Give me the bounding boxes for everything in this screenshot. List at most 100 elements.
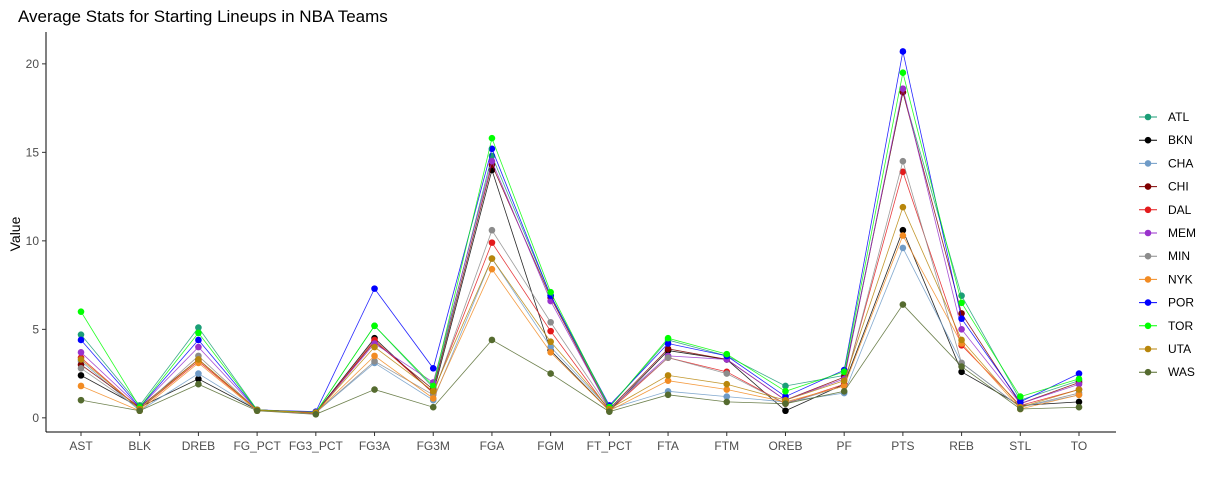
data-point [723, 370, 731, 377]
data-point [77, 349, 85, 356]
data-point [488, 145, 496, 153]
data-point [195, 329, 202, 337]
y-axis-title: Value [7, 216, 23, 251]
data-point [664, 340, 672, 347]
legend-label: CHI [1168, 180, 1189, 194]
data-point [840, 382, 848, 390]
data-point [958, 315, 965, 323]
data-point [782, 387, 789, 395]
data-point [606, 408, 613, 415]
data-point [782, 382, 789, 390]
series-line [80, 234, 1080, 413]
data-point [899, 226, 907, 234]
legend-marker [1144, 299, 1152, 306]
data-point [782, 407, 789, 415]
data-point [547, 338, 554, 346]
data-point [77, 356, 85, 363]
series-atl [77, 88, 1083, 416]
legend-marker [1144, 322, 1152, 330]
x-tick-label: FTM [714, 439, 739, 453]
data-point [371, 352, 378, 360]
series-tor [77, 69, 1083, 416]
data-point [1016, 398, 1024, 406]
legend-item-min: MIN [1139, 249, 1190, 263]
data-point [1075, 398, 1083, 406]
data-point [723, 386, 731, 393]
data-point [664, 372, 672, 379]
legend-marker [1144, 229, 1152, 237]
data-point [1075, 391, 1083, 399]
data-point [899, 203, 907, 211]
legend-marker [1144, 206, 1152, 214]
series-line [80, 246, 1080, 413]
data-point [77, 336, 85, 344]
data-point [77, 331, 85, 338]
legend-item-uta: UTA [1139, 342, 1191, 356]
data-point [371, 322, 378, 330]
data-point [723, 398, 731, 406]
legend-marker [1144, 113, 1152, 121]
x-tick-label: REB [949, 439, 974, 453]
data-point [664, 377, 672, 384]
data-point [899, 244, 907, 252]
series-layer [77, 48, 1083, 418]
data-point [958, 363, 965, 370]
data-point [136, 407, 144, 415]
data-point [782, 400, 789, 407]
x-tick-label: DREB [182, 439, 215, 453]
data-point [1016, 393, 1024, 400]
data-point [312, 411, 320, 418]
data-point [195, 336, 202, 344]
data-point [899, 85, 907, 92]
legend-item-atl: ATL [1139, 110, 1189, 124]
data-point [1075, 386, 1083, 393]
data-point [371, 357, 378, 365]
series-line [80, 92, 1080, 413]
data-point [195, 324, 202, 331]
data-point [723, 393, 731, 400]
legend-label: CHA [1168, 156, 1193, 170]
data-point [899, 157, 907, 165]
data-point [899, 69, 907, 77]
data-point [664, 345, 672, 353]
data-point [547, 288, 554, 296]
legend-item-cha: CHA [1139, 156, 1193, 170]
series-cha [77, 244, 1083, 416]
x-tick-label: FT_PCT [587, 439, 633, 453]
legend-marker [1144, 345, 1152, 353]
series-line [80, 168, 1080, 413]
legend-marker [1144, 160, 1152, 167]
legend-label: TOR [1168, 319, 1193, 333]
data-point [958, 336, 965, 344]
data-point [1075, 375, 1083, 383]
data-point [77, 396, 85, 404]
data-point [371, 285, 378, 292]
data-point [429, 395, 437, 402]
x-tick-label: PTS [891, 439, 914, 453]
x-tick-label: STL [1009, 439, 1031, 453]
x-tick-label: FTA [657, 439, 679, 453]
legend-marker [1144, 136, 1152, 144]
data-point [547, 343, 554, 351]
data-point [488, 226, 496, 234]
series-chi [77, 88, 1083, 416]
legend-label: NYK [1168, 272, 1193, 286]
legend-item-mem: MEM [1139, 226, 1196, 240]
legend-item-chi: CHI [1139, 180, 1189, 194]
x-tick-label: AST [69, 439, 93, 453]
data-point [723, 350, 731, 358]
series-uta [77, 203, 1083, 416]
data-point [488, 255, 496, 262]
data-point [195, 375, 202, 383]
series-por [77, 48, 1083, 415]
data-point [547, 349, 554, 356]
series-line [80, 206, 1080, 413]
x-tick-label: BLK [128, 439, 151, 453]
data-point [429, 403, 437, 411]
x-tick-label: FG3_PCT [289, 439, 344, 453]
series-line [80, 170, 1080, 414]
data-point [664, 334, 672, 342]
data-point [195, 380, 202, 388]
